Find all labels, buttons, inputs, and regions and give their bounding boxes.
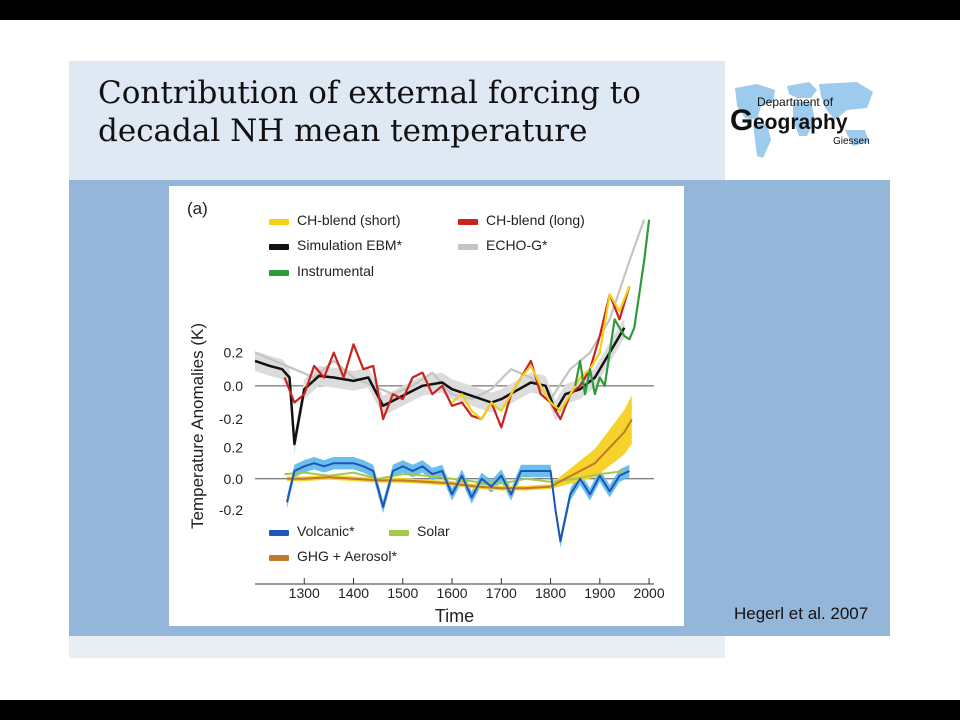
bottom-panel-y-tick-label: 0.0 xyxy=(224,471,244,487)
temperature-chart: (a) 1300 1400 1500 1600 1700 1800 1900 2000 Time T… xyxy=(187,199,665,626)
title-panel xyxy=(69,61,725,180)
bottom-panel-y-tick-label: -0.2 xyxy=(219,502,243,518)
x-tick-label: 1300 xyxy=(289,585,320,601)
ebm-uncertainty-band xyxy=(255,317,625,454)
x-tick-label: 1900 xyxy=(584,585,615,601)
geography-logo: Department of G eography Giessen xyxy=(730,82,873,158)
y-axis-label: Temperature Anomalies (K) xyxy=(188,323,207,529)
logo-word: eography xyxy=(753,111,848,134)
top-panel-y-tick-label: -0.2 xyxy=(219,411,243,427)
top-legend-swatch xyxy=(269,219,289,225)
top-letterbox xyxy=(0,0,960,20)
top-legend-label: Simulation EBM* xyxy=(297,237,403,253)
series-line-ch-blend-long xyxy=(283,285,631,429)
logo-line1: Department of xyxy=(757,95,834,109)
x-tick-label: 1800 xyxy=(535,585,566,601)
series-line-simulation-ebm xyxy=(254,327,626,446)
series-line-solar xyxy=(284,470,625,485)
series-line-instrumental xyxy=(574,219,651,396)
top-legend-label: ECHO-G* xyxy=(486,237,548,253)
top-legend-swatch xyxy=(458,219,478,225)
chart-frame: (a) 1300 1400 1500 1600 1700 1800 1900 2000 Time T… xyxy=(169,186,684,626)
top-legend-label: CH-blend (short) xyxy=(297,212,400,228)
x-tick-label: 1600 xyxy=(436,585,467,601)
top-panel-y-tick-label: 0.0 xyxy=(224,378,244,394)
logo-big-letter: G xyxy=(730,104,753,137)
slide-title: Contribution of external forcing to deca… xyxy=(98,74,718,150)
bottom-legend-label: Solar xyxy=(417,523,450,539)
bottom-letterbox xyxy=(0,700,960,720)
bottom-legend-swatch xyxy=(389,530,409,536)
slide-title-line2: decadal NH mean temperature xyxy=(98,113,588,149)
x-axis-label: Time xyxy=(435,606,474,626)
panel-label: (a) xyxy=(187,199,208,218)
top-legend-swatch xyxy=(458,244,478,250)
top-legend-swatch xyxy=(269,270,289,276)
x-tick-label: 1400 xyxy=(338,585,369,601)
world-map-icon xyxy=(735,82,873,158)
top-legend-label: CH-blend (long) xyxy=(486,212,585,228)
bottom-legend-swatch xyxy=(269,555,289,561)
top-legend-label: Instrumental xyxy=(297,263,374,279)
top-legend-swatch xyxy=(269,244,289,250)
bottom-legend-label: Volcanic* xyxy=(297,523,355,539)
footer-panel xyxy=(69,636,725,658)
x-tick-label: 2000 xyxy=(633,585,664,601)
bottom-panel-y-tick-label: 0.2 xyxy=(224,440,244,456)
series-line-ghg-aerosol xyxy=(287,418,633,490)
logo-city: Giessen xyxy=(833,136,870,147)
x-tick-label: 1700 xyxy=(486,585,517,601)
slide-title-line1: Contribution of external forcing to xyxy=(98,75,641,111)
citation: Hegerl et al. 2007 xyxy=(734,604,869,623)
series-line-ch-blend-short xyxy=(451,285,631,421)
top-panel-y-tick-label: 0.2 xyxy=(224,345,244,361)
bottom-legend-swatch xyxy=(269,530,289,536)
x-tick-label: 1500 xyxy=(387,585,418,601)
bottom-legend-label: GHG + Aerosol* xyxy=(297,548,398,564)
series-line-volcanic xyxy=(286,462,630,543)
